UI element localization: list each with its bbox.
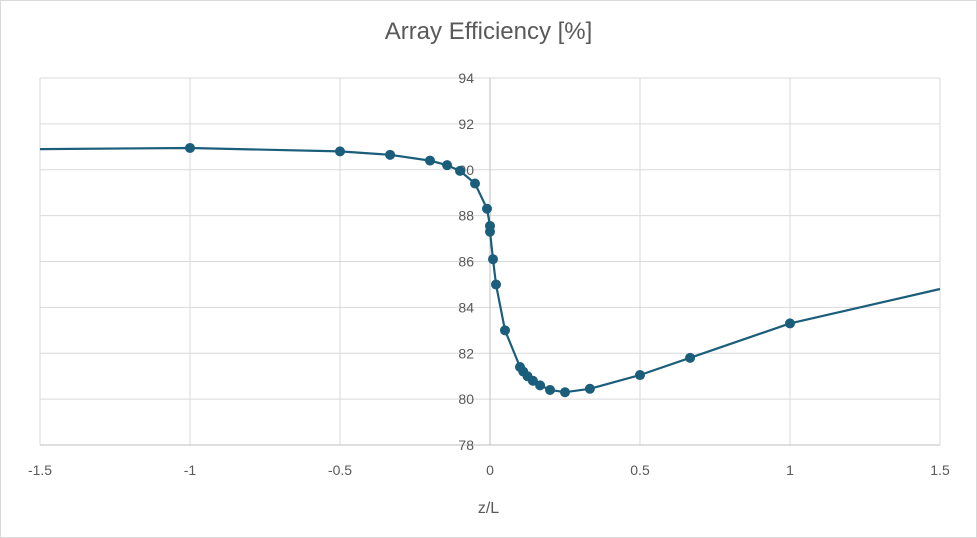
data-point: [527, 375, 538, 386]
y-tick-label: 92: [458, 116, 474, 132]
data-point: [425, 155, 435, 166]
y-tick-label: 86: [458, 254, 474, 270]
data-point: [442, 160, 453, 171]
data-point: [470, 178, 480, 189]
x-tick-label: 0.5: [630, 462, 650, 478]
x-axis-title: z/L: [477, 500, 500, 517]
x-tick-label: 0: [486, 462, 494, 478]
data-point: [185, 142, 195, 153]
data-point: [385, 149, 396, 160]
data-point: [785, 318, 795, 329]
data-point: [455, 165, 465, 176]
data-point: [500, 325, 510, 336]
y-tick-label: 80: [458, 391, 474, 407]
data-point: [485, 226, 495, 237]
x-tick-label: -1.5: [28, 462, 52, 478]
data-point: [584, 383, 595, 394]
x-tick-label: -1: [184, 462, 197, 478]
y-tick-label: 88: [458, 208, 474, 224]
y-tick-label: 84: [458, 299, 474, 315]
data-point: [335, 146, 345, 157]
x-tick-label: 1: [786, 462, 794, 478]
data-point: [535, 380, 546, 391]
data-point: [482, 203, 492, 214]
data-point: [685, 352, 696, 363]
y-tick-label: 78: [458, 437, 474, 453]
y-tick-label: 94: [458, 70, 474, 86]
x-tick-label: -0.5: [328, 462, 352, 478]
data-point: [488, 254, 498, 265]
x-tick-label: 1.5: [930, 462, 950, 478]
data-point: [635, 370, 645, 381]
data-point: [491, 279, 501, 290]
chart-title: Array Efficiency [%]: [384, 18, 593, 45]
series-group: [39, 142, 941, 398]
data-point: [545, 384, 555, 395]
y-tick-label: 82: [458, 345, 474, 361]
data-point: [560, 387, 570, 398]
